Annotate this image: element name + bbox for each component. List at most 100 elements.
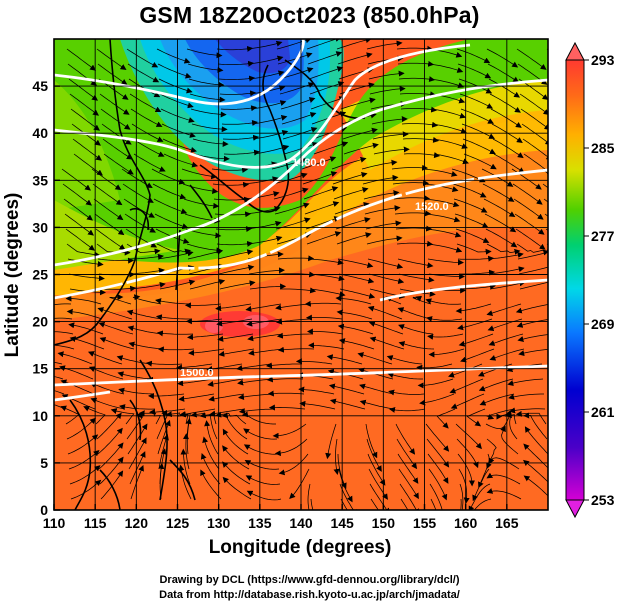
streamline	[370, 498, 379, 510]
streamline	[202, 436, 220, 470]
streamline	[400, 498, 409, 510]
streamline	[427, 63, 464, 73]
streamline	[68, 273, 105, 282]
streamline	[329, 398, 366, 410]
streamline	[473, 498, 492, 510]
streamline	[303, 186, 339, 200]
streamline	[463, 153, 497, 170]
streamline	[61, 168, 91, 191]
streamline	[459, 269, 496, 276]
streamline	[340, 498, 348, 510]
streamline	[421, 168, 458, 177]
streamline	[161, 123, 196, 138]
streamline	[298, 386, 335, 395]
streamline	[181, 168, 218, 180]
streamline	[367, 258, 404, 270]
x-tick-label: 115	[84, 515, 107, 531]
streamline	[517, 334, 548, 342]
streamline	[129, 451, 146, 485]
streamline	[99, 285, 137, 292]
streamline	[100, 108, 131, 130]
streamline	[487, 252, 524, 260]
streamline	[453, 198, 488, 213]
streamline	[276, 39, 312, 50]
streamline	[397, 258, 434, 269]
colorbar-max-triangle	[565, 41, 585, 61]
streamline	[309, 81, 345, 95]
streamline	[468, 483, 491, 510]
colorbar-tick-label: 269	[591, 316, 615, 332]
streamline	[97, 427, 123, 455]
streamline	[373, 146, 410, 155]
streamline	[337, 52, 373, 65]
streamline	[97, 307, 133, 320]
streamline	[523, 459, 548, 483]
streamline	[245, 475, 281, 485]
streamline	[516, 48, 547, 70]
streamline	[489, 93, 521, 113]
streamline	[457, 255, 495, 262]
height-contours	[54, 39, 548, 402]
streamline	[493, 153, 525, 174]
streamline	[519, 281, 548, 290]
streamline	[193, 153, 230, 162]
streamline	[54, 404, 66, 410]
streamline	[427, 453, 449, 484]
streamline	[509, 407, 546, 414]
streamline	[147, 393, 185, 400]
y-tick-label: 5	[40, 455, 48, 471]
streamline	[308, 66, 344, 80]
streamline	[423, 198, 460, 208]
streamline	[328, 383, 365, 395]
streamline	[266, 376, 304, 383]
streamline	[96, 412, 122, 440]
streamline	[488, 457, 520, 470]
streamline	[368, 468, 388, 500]
streamline	[154, 213, 189, 230]
streamline	[211, 166, 249, 173]
streamline	[449, 378, 484, 394]
y-tick-label: 30	[32, 219, 48, 235]
streamline	[282, 127, 318, 140]
streamline	[200, 469, 222, 500]
streamline	[307, 258, 344, 266]
streamline	[398, 76, 436, 82]
streamline	[268, 404, 306, 411]
streamline	[217, 333, 254, 342]
streamline	[428, 78, 465, 88]
streamline	[132, 138, 165, 157]
streamline	[222, 445, 250, 470]
streamline	[403, 152, 441, 159]
streamline	[54, 303, 72, 306]
streamline	[157, 63, 192, 79]
streamline	[462, 138, 496, 155]
streamline	[371, 116, 408, 125]
streamline	[98, 442, 124, 470]
streamline	[99, 93, 130, 115]
streamline	[333, 187, 369, 200]
streamline	[426, 438, 450, 468]
x-tick-label: 155	[413, 515, 437, 531]
streamline	[426, 316, 463, 322]
streamline	[458, 78, 493, 94]
streamline	[99, 456, 124, 485]
streamline	[425, 423, 450, 452]
streamline	[102, 138, 133, 160]
streamline	[486, 48, 519, 68]
streamline	[69, 93, 100, 116]
streamline	[541, 168, 548, 174]
streamline	[338, 468, 353, 503]
streamline	[186, 48, 223, 59]
streamline	[367, 305, 403, 320]
streamline	[338, 338, 375, 350]
coastlines	[54, 39, 366, 510]
streamline	[486, 472, 521, 485]
streamline	[277, 52, 313, 65]
x-tick-label: 165	[495, 515, 519, 531]
axis-ticks: 110 115 120 125 130 135 140 145 150 155 160 165 0 5 10…	[32, 78, 518, 531]
y-tick-label: 25	[32, 267, 48, 283]
streamline	[54, 344, 75, 350]
streamline	[395, 423, 416, 455]
streamline	[450, 393, 485, 409]
